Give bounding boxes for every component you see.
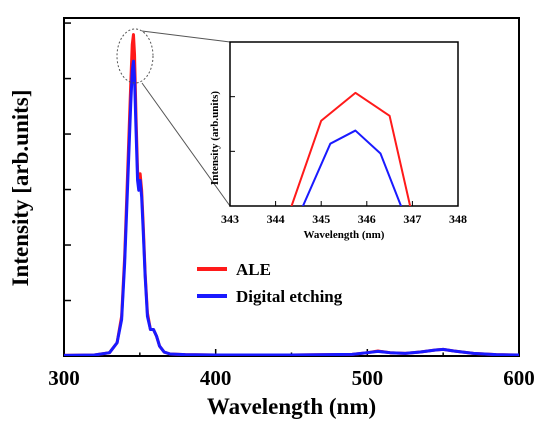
inset-x-tick-label: 343 — [221, 212, 239, 226]
main-x-tick-label: 400 — [200, 366, 232, 390]
inset-x-tick-label: 344 — [267, 212, 285, 226]
main-plot: 300 400 500 600 Wavelength (nm) Intensity [… — [8, 17, 535, 419]
zoom-ellipse — [116, 28, 154, 84]
inset-plot-frame — [229, 41, 459, 207]
inset-plot: 343 344 345 346 347 348 Wavelength (nm) Inten… — [209, 41, 467, 241]
inset-series-ale — [290, 91, 412, 206]
inset-series-group — [290, 91, 412, 206]
inset-x-tick-label: 345 — [312, 212, 330, 226]
main-series-digital-etching — [64, 59, 519, 356]
inset-x-tick-label: 346 — [358, 212, 376, 226]
zoom-line-top — [141, 30, 231, 43]
zoom-line-bottom — [141, 82, 231, 207]
legend-label-ale: ALE — [236, 260, 271, 279]
inset-x-axis-title: Wavelength (nm) — [304, 229, 385, 241]
main-x-axis-title: Wavelength (nm) — [207, 394, 376, 419]
main-y-axis-title: Intensity [arb.units] — [8, 90, 33, 287]
main-series-group — [64, 33, 519, 356]
main-x-tick-label: 600 — [503, 366, 535, 390]
inset-y-ticks — [230, 41, 235, 207]
legend-label-digital-etching: Digital etching — [236, 287, 343, 306]
main-x-tick-label: 300 — [48, 366, 80, 390]
inset-series-digital-etching — [301, 129, 402, 206]
main-y-ticks — [64, 22, 71, 357]
zoom-indicator — [116, 28, 231, 207]
inset-x-tick-label: 348 — [449, 212, 467, 226]
main-x-ticks: 300 400 500 600 — [48, 349, 535, 390]
inset-x-ticks: 343 344 345 346 347 348 — [221, 201, 467, 226]
inset-x-tick-label: 347 — [403, 212, 421, 226]
legend: ALE Digital etching — [197, 260, 343, 306]
main-x-tick-label: 500 — [352, 366, 384, 390]
inset-y-axis-title: Intensity (arb.units) — [209, 91, 221, 185]
